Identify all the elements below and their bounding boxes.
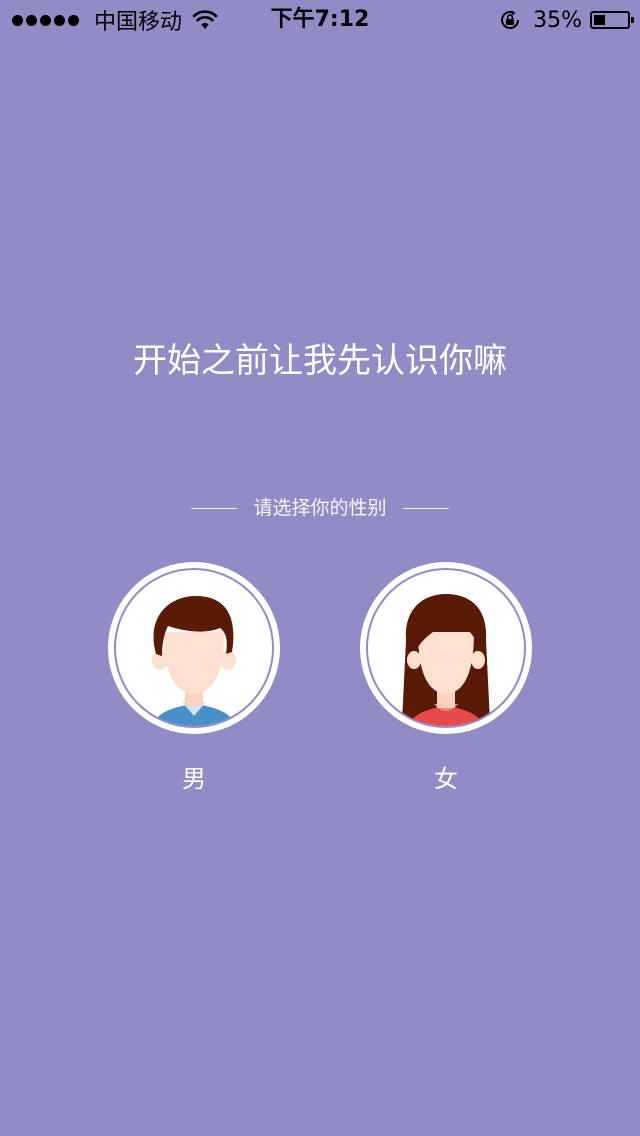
male-label: 男	[182, 765, 206, 793]
status-right: 35%	[499, 6, 634, 34]
status-left: 中国移动	[12, 6, 218, 35]
lock-rotation-icon	[501, 10, 520, 29]
gender-prompt-text: 请选择你的性别	[253, 497, 387, 519]
signal-dots-icon	[12, 14, 82, 26]
battery-level-fill	[594, 15, 605, 25]
male-avatar[interactable]	[108, 562, 280, 734]
divider-right	[402, 507, 449, 509]
female-avatar-icon	[402, 594, 490, 726]
divider-left	[191, 507, 238, 509]
female-avatar[interactable]	[360, 562, 532, 734]
page-title: 开始之前让我先认识你嘛	[133, 341, 507, 381]
battery-icon	[590, 11, 634, 29]
female-label: 女	[434, 765, 458, 793]
gender-option-male[interactable]: 男	[108, 562, 280, 794]
gender-option-female[interactable]: 女	[360, 562, 532, 794]
carrier-name: 中国移动	[94, 10, 183, 35]
battery-percent: 35%	[533, 7, 582, 33]
gender-prompt: 请选择你的性别	[0, 494, 640, 522]
status-bar: 中国移动 下午7:12 35%	[0, 0, 640, 40]
wifi-icon	[192, 10, 218, 29]
status-time: 下午7:12	[270, 7, 370, 32]
male-avatar-icon	[152, 596, 236, 726]
